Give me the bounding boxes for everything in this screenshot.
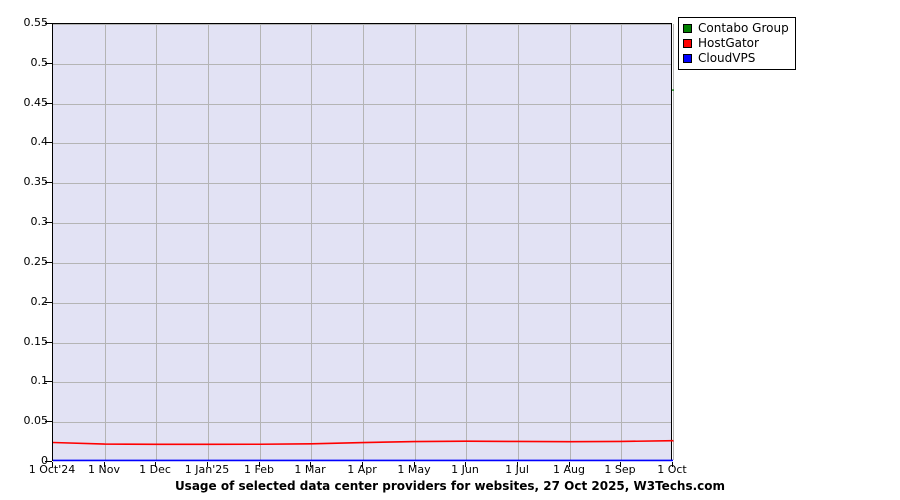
gridline-vertical — [260, 24, 261, 460]
x-tick-label: 1 Dec — [139, 463, 171, 476]
x-tick-mark — [672, 462, 673, 467]
legend-color-swatch — [683, 24, 692, 33]
y-tick-label: 0.55 — [23, 16, 49, 29]
y-tick-mark — [45, 421, 52, 422]
y-tick-mark — [45, 381, 52, 382]
x-tick-mark — [207, 462, 208, 467]
y-tick-mark — [45, 461, 52, 462]
gridline-horizontal — [53, 24, 671, 25]
y-tick-mark — [45, 302, 52, 303]
gridline-vertical — [415, 24, 416, 460]
chart-caption: Usage of selected data center providers … — [174, 479, 726, 493]
y-tick-mark — [45, 103, 52, 104]
y-tick-label: 0.2 — [30, 295, 49, 308]
x-tick-mark — [259, 462, 260, 467]
gridline-horizontal — [53, 223, 671, 224]
legend-item[interactable]: CloudVPS — [683, 51, 789, 66]
series-line — [53, 441, 673, 445]
x-tick-label: 1 Jun — [451, 463, 479, 476]
y-tick-label: 0.1 — [30, 374, 49, 387]
gridline-vertical — [570, 24, 571, 460]
gridline-horizontal — [53, 64, 671, 65]
gridline-vertical — [466, 24, 467, 460]
gridline-horizontal — [53, 303, 671, 304]
gridline-horizontal — [53, 183, 671, 184]
x-tick-label: 1 Oct — [657, 463, 687, 476]
x-tick-mark — [414, 462, 415, 467]
y-tick-mark — [45, 23, 52, 24]
x-tick-mark — [310, 462, 311, 467]
x-tick-mark — [52, 462, 53, 467]
legend-item[interactable]: Contabo Group — [683, 21, 789, 36]
legend-item-label: HostGator — [698, 36, 759, 50]
gridline-vertical — [673, 24, 674, 460]
gridline-vertical — [156, 24, 157, 460]
x-tick-label: 1 Nov — [88, 463, 120, 476]
y-tick-label: 0.45 — [23, 96, 49, 109]
x-tick-label: 1 Jan'25 — [184, 463, 230, 476]
legend-color-swatch — [683, 39, 692, 48]
x-tick-label: 1 Mar — [294, 463, 326, 476]
x-tick-label: 1 May — [397, 463, 431, 476]
y-tick-label: 0.05 — [23, 414, 49, 427]
y-tick-mark — [45, 262, 52, 263]
y-tick-label: 0.4 — [30, 135, 49, 148]
y-tick-label: 0.25 — [23, 255, 49, 268]
x-tick-label: 1 Aug — [553, 463, 585, 476]
y-tick-mark — [45, 342, 52, 343]
y-tick-mark — [45, 63, 52, 64]
x-tick-mark — [104, 462, 105, 467]
x-tick-mark — [155, 462, 156, 467]
x-tick-mark — [620, 462, 621, 467]
x-tick-label: 1 Oct'24 — [28, 463, 76, 476]
legend-item-label: Contabo Group — [698, 21, 789, 35]
y-tick-label: 0.3 — [30, 215, 49, 228]
x-tick-label: 1 Feb — [244, 463, 274, 476]
gridline-horizontal — [53, 263, 671, 264]
gridline-vertical — [311, 24, 312, 460]
x-tick-label: 1 Apr — [347, 463, 377, 476]
y-tick-label: 0.5 — [30, 56, 49, 69]
y-tick-label: 0.15 — [23, 335, 49, 348]
x-tick-mark — [517, 462, 518, 467]
gridline-horizontal — [53, 382, 671, 383]
x-tick-mark — [465, 462, 466, 467]
legend-color-swatch — [683, 54, 692, 63]
gridline-vertical — [518, 24, 519, 460]
gridline-horizontal — [53, 143, 671, 144]
y-tick-mark — [45, 142, 52, 143]
series-lines — [53, 24, 673, 462]
gridline-horizontal — [53, 343, 671, 344]
gridline-vertical — [621, 24, 622, 460]
gridline-vertical — [105, 24, 106, 460]
y-tick-label: 0.35 — [23, 175, 49, 188]
x-tick-mark — [362, 462, 363, 467]
x-tick-label: 1 Jul — [505, 463, 529, 476]
y-tick-mark — [45, 182, 52, 183]
gridline-vertical — [208, 24, 209, 460]
chart-legend: Contabo Group HostGator CloudVPS — [678, 17, 796, 70]
y-tick-label: 0 — [41, 454, 48, 467]
legend-item-label: CloudVPS — [698, 51, 756, 65]
gridline-vertical — [363, 24, 364, 460]
gridline-horizontal — [53, 104, 671, 105]
x-tick-mark — [569, 462, 570, 467]
y-tick-mark — [45, 222, 52, 223]
plot-area — [52, 23, 674, 462]
legend-item[interactable]: HostGator — [683, 36, 789, 51]
x-tick-label: 1 Sep — [604, 463, 636, 476]
gridline-horizontal — [53, 422, 671, 423]
